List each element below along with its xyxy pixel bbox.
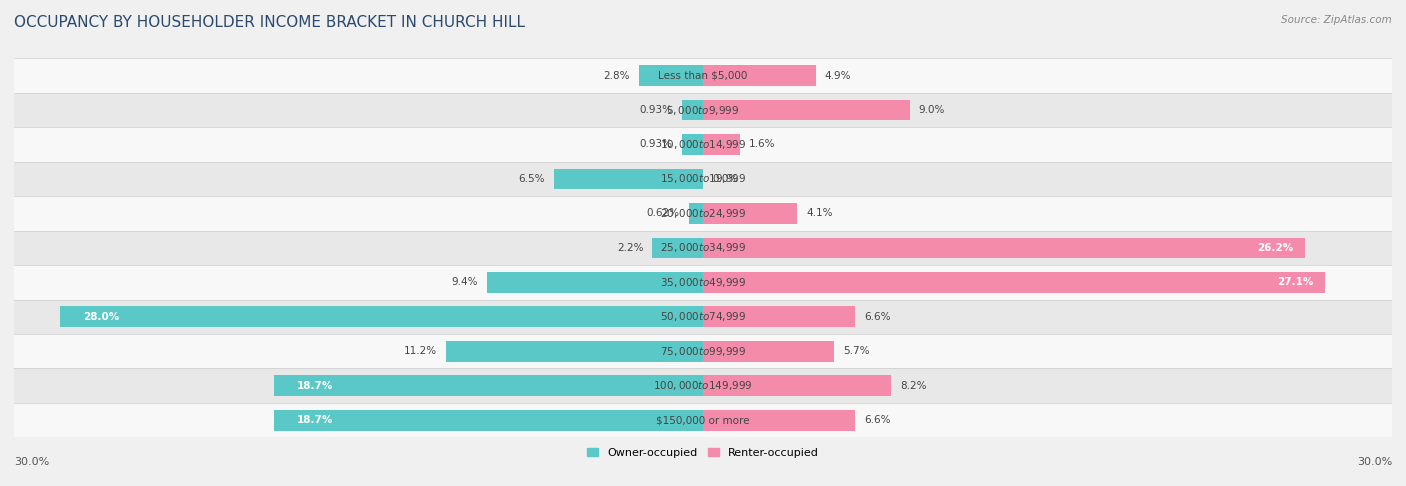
Text: 1.6%: 1.6% <box>749 139 776 150</box>
Text: 18.7%: 18.7% <box>297 381 333 391</box>
Text: 9.0%: 9.0% <box>920 105 945 115</box>
Bar <box>554 169 703 189</box>
Text: $50,000 to $74,999: $50,000 to $74,999 <box>659 310 747 323</box>
Bar <box>14 58 1392 93</box>
Text: 0.93%: 0.93% <box>640 105 672 115</box>
Text: $25,000 to $34,999: $25,000 to $34,999 <box>659 242 747 254</box>
Text: 9.4%: 9.4% <box>451 278 478 287</box>
Text: 11.2%: 11.2% <box>404 346 437 356</box>
Bar <box>14 162 1392 196</box>
Text: $150,000 or more: $150,000 or more <box>657 415 749 425</box>
Bar <box>703 307 855 327</box>
Text: 28.0%: 28.0% <box>83 312 120 322</box>
Bar <box>703 65 815 86</box>
Bar <box>638 65 703 86</box>
Bar <box>60 307 703 327</box>
Bar <box>14 299 1392 334</box>
Bar <box>14 231 1392 265</box>
Text: $20,000 to $24,999: $20,000 to $24,999 <box>659 207 747 220</box>
Bar <box>703 341 834 362</box>
Text: 6.6%: 6.6% <box>863 415 890 425</box>
Bar <box>14 196 1392 231</box>
Text: 30.0%: 30.0% <box>14 456 49 467</box>
Bar <box>682 134 703 155</box>
Bar <box>14 334 1392 368</box>
Text: 5.7%: 5.7% <box>844 346 869 356</box>
Text: 4.9%: 4.9% <box>825 70 851 81</box>
Bar <box>274 375 703 396</box>
Text: 8.2%: 8.2% <box>900 381 927 391</box>
Text: $5,000 to $9,999: $5,000 to $9,999 <box>666 104 740 117</box>
Text: 6.6%: 6.6% <box>863 312 890 322</box>
Legend: Owner-occupied, Renter-occupied: Owner-occupied, Renter-occupied <box>582 443 824 462</box>
Text: $75,000 to $99,999: $75,000 to $99,999 <box>659 345 747 358</box>
Text: Source: ZipAtlas.com: Source: ZipAtlas.com <box>1281 15 1392 25</box>
Text: $10,000 to $14,999: $10,000 to $14,999 <box>659 138 747 151</box>
Text: $15,000 to $19,999: $15,000 to $19,999 <box>659 173 747 186</box>
Bar <box>703 375 891 396</box>
Bar <box>689 203 703 224</box>
Text: 26.2%: 26.2% <box>1257 243 1294 253</box>
Bar <box>703 238 1305 258</box>
Bar <box>703 272 1326 293</box>
Bar <box>14 368 1392 403</box>
Bar <box>14 93 1392 127</box>
Text: 0.0%: 0.0% <box>713 174 738 184</box>
Text: 18.7%: 18.7% <box>297 415 333 425</box>
Text: 6.5%: 6.5% <box>517 174 544 184</box>
Text: 0.93%: 0.93% <box>640 139 672 150</box>
Text: 30.0%: 30.0% <box>1357 456 1392 467</box>
Bar <box>703 134 740 155</box>
Bar <box>703 410 855 431</box>
Text: 2.8%: 2.8% <box>603 70 630 81</box>
Bar <box>486 272 703 293</box>
Text: 2.2%: 2.2% <box>617 243 644 253</box>
Text: $35,000 to $49,999: $35,000 to $49,999 <box>659 276 747 289</box>
Bar <box>14 265 1392 299</box>
Text: $100,000 to $149,999: $100,000 to $149,999 <box>654 379 752 392</box>
Bar <box>446 341 703 362</box>
Bar <box>14 403 1392 437</box>
Text: OCCUPANCY BY HOUSEHOLDER INCOME BRACKET IN CHURCH HILL: OCCUPANCY BY HOUSEHOLDER INCOME BRACKET … <box>14 15 524 30</box>
Text: 27.1%: 27.1% <box>1278 278 1313 287</box>
Bar <box>682 100 703 121</box>
Bar <box>703 203 797 224</box>
Bar <box>703 100 910 121</box>
Bar <box>274 410 703 431</box>
Bar <box>14 127 1392 162</box>
Bar <box>652 238 703 258</box>
Text: 0.62%: 0.62% <box>647 208 679 218</box>
Text: Less than $5,000: Less than $5,000 <box>658 70 748 81</box>
Text: 4.1%: 4.1% <box>807 208 832 218</box>
